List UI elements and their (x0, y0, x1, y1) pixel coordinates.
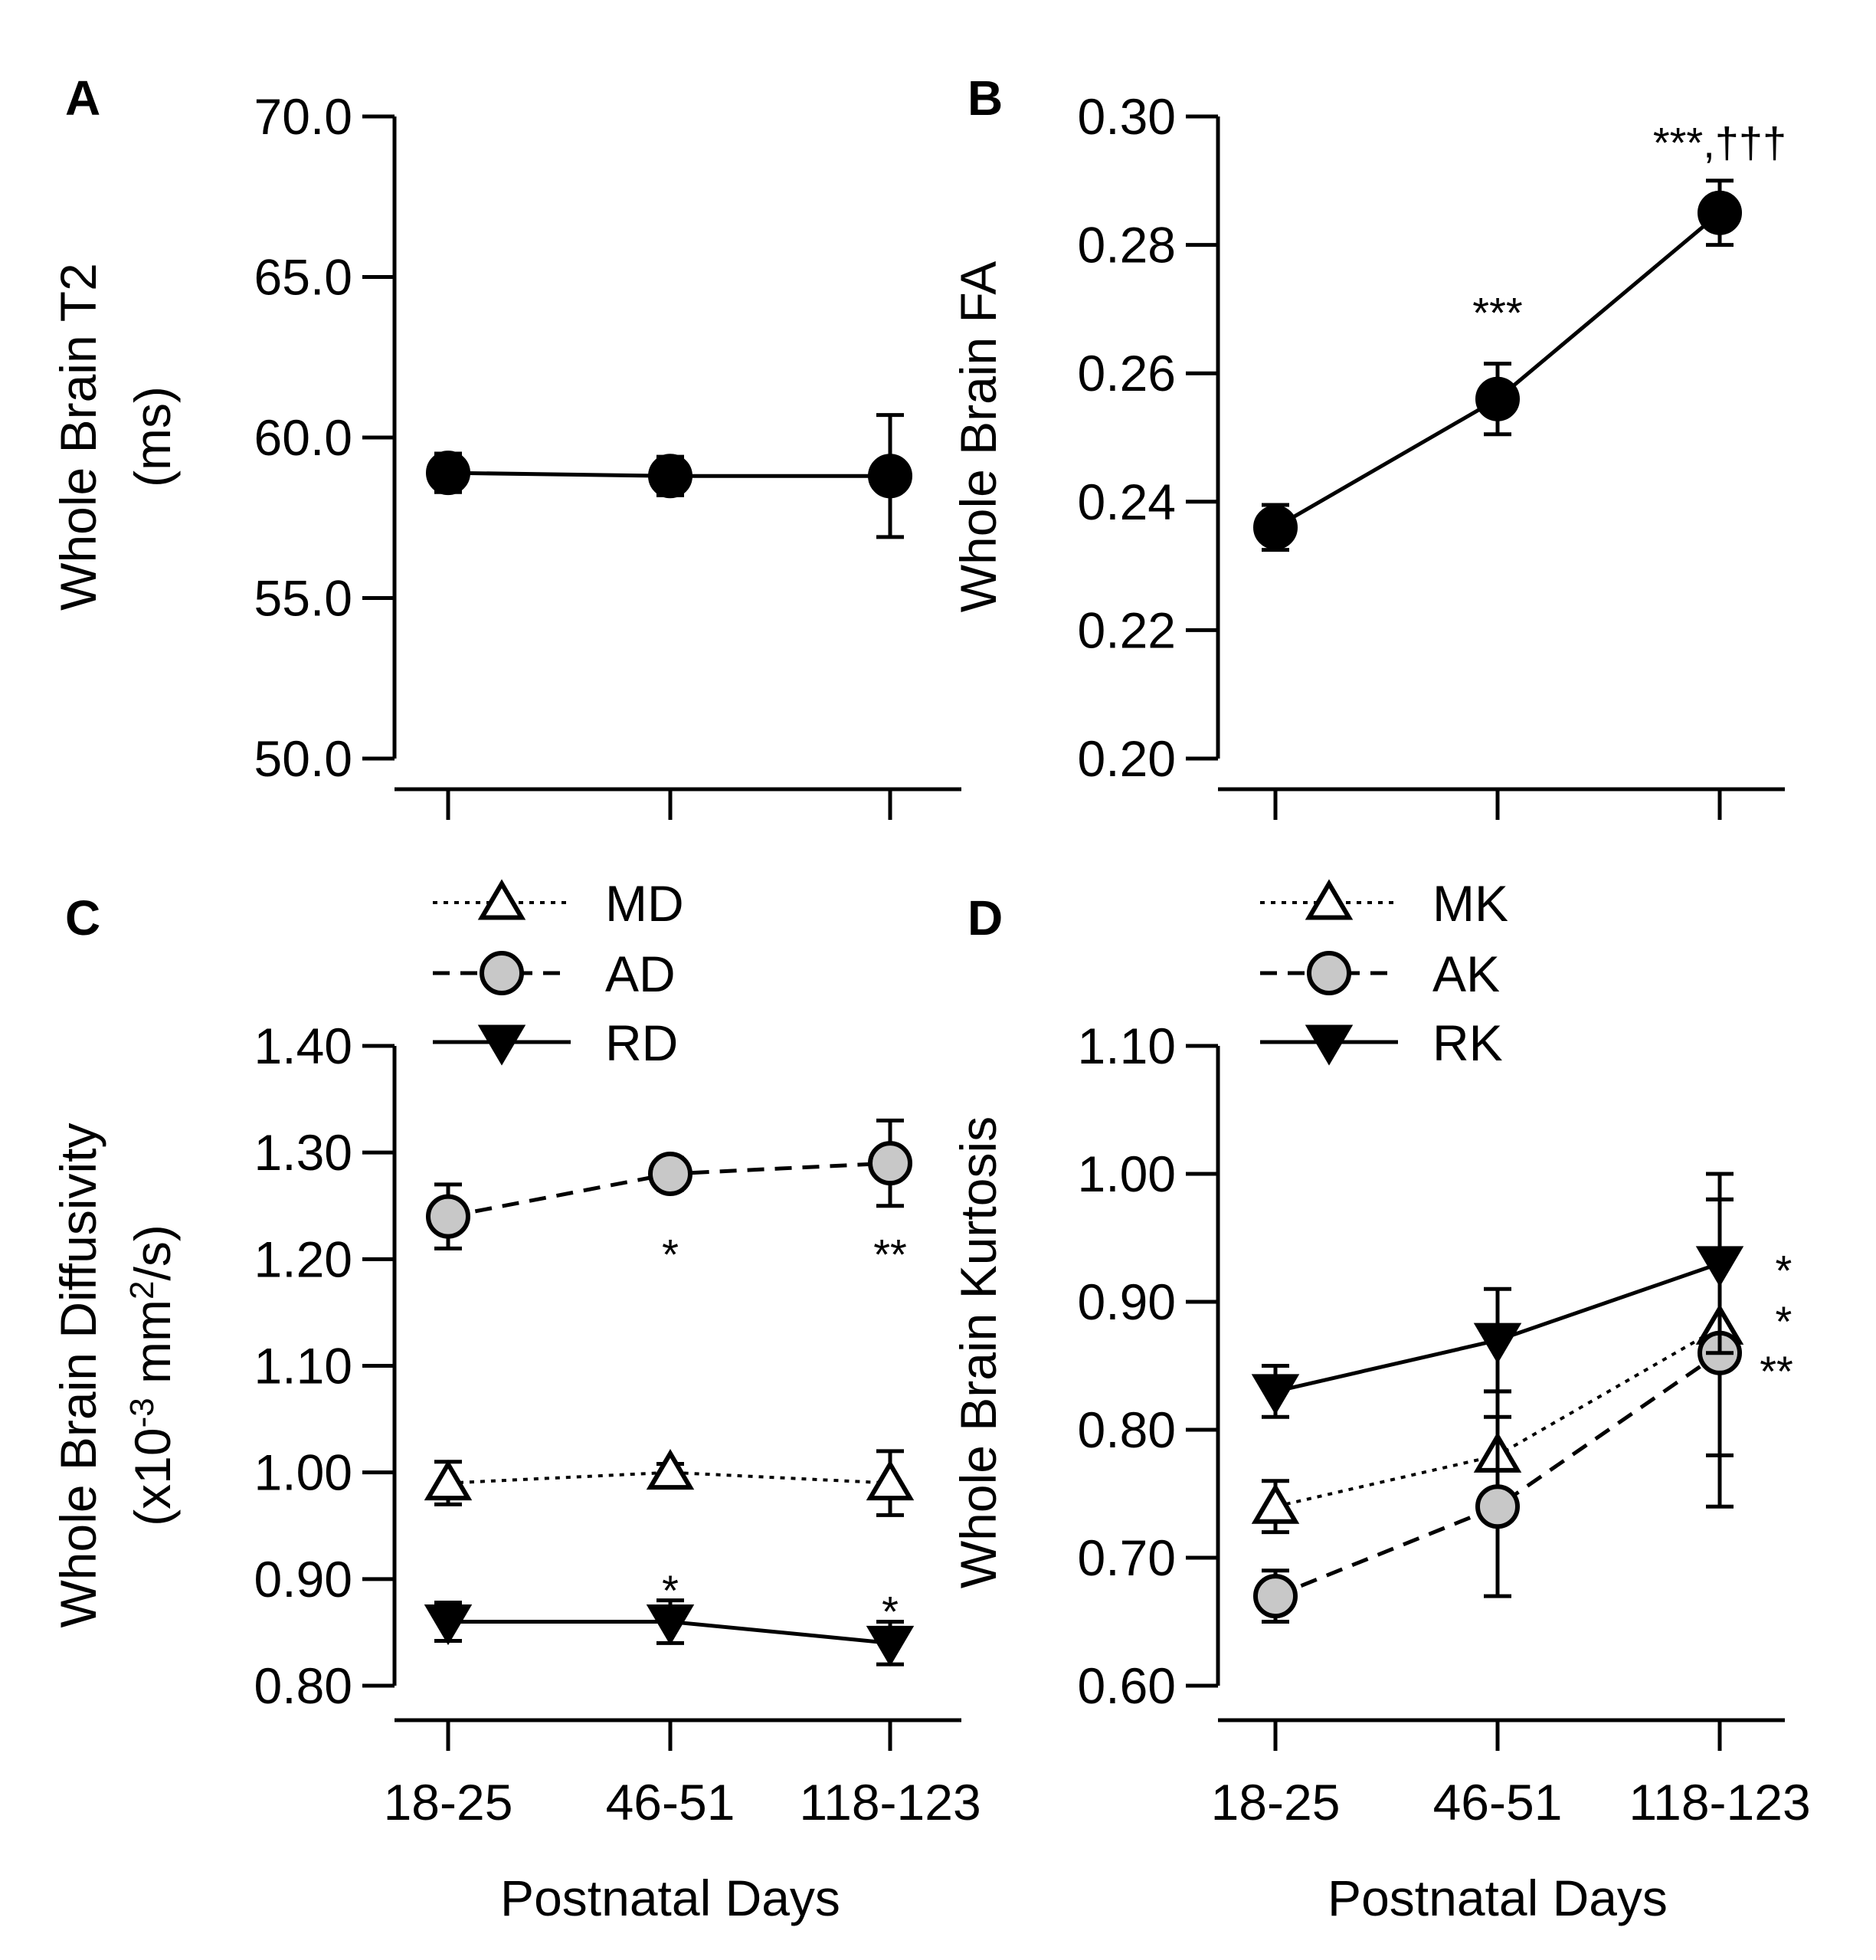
data-point-rk (1473, 1323, 1522, 1364)
legend-marker-rk (1305, 1024, 1354, 1066)
y-tick-label: 50.0 (254, 730, 352, 787)
y-tick-label: 0.22 (1078, 601, 1176, 658)
y-tick-label: 0.80 (1078, 1401, 1176, 1458)
data-point-rk (1251, 1374, 1300, 1415)
data-point-ak (1253, 1574, 1298, 1619)
significance-annotation: *** (1472, 289, 1522, 337)
legend-marker-md (477, 879, 526, 920)
data-point-fa (1253, 505, 1298, 550)
data-point-fa (1698, 190, 1742, 235)
y-axis-title-b: Whole Brain FA (950, 261, 1007, 613)
x-axis-title-d: Postnatal Days (1328, 1870, 1668, 1926)
y-tick-label: 1.10 (1078, 1018, 1176, 1074)
y-axis-title-a: Whole Brain T2 (ms) (50, 263, 181, 611)
significance-annotation: ** (873, 1230, 907, 1278)
x-tick-label: 18-25 (1211, 1774, 1341, 1831)
x-tick-label: 118-123 (1629, 1774, 1810, 1831)
y-tick-label: 60.0 (254, 409, 352, 466)
y-axis-title-d: Whole Brain Kurtosis (950, 1116, 1007, 1588)
panel-c: C Whole Brain Diffusivity (x10-3 mm2/s) … (50, 875, 981, 1926)
legend-marker-rd (477, 1024, 526, 1066)
x-tick-label: 118-123 (799, 1774, 981, 1831)
legend-label-md: MD (605, 875, 684, 932)
data-point-ad (868, 1141, 912, 1186)
y-axis-title-c-line1: Whole Brain Diffusivity (50, 1123, 106, 1627)
y-tick-label: 0.20 (1078, 730, 1176, 787)
legend: MD AD RD (433, 875, 684, 1071)
significance-annotation: * (1776, 1297, 1793, 1345)
panel-label-c: C (65, 890, 100, 946)
data-point-mk (1251, 1483, 1300, 1524)
panel-a: A Whole Brain T2 (ms) 50.0 55.0 60.0 65.0 70… (50, 70, 961, 820)
y-tick-label: 0.90 (254, 1551, 352, 1608)
data-point-rd (424, 1604, 473, 1646)
y-tick-label: 1.00 (1078, 1146, 1176, 1202)
x-tick-label: 46-51 (1433, 1774, 1563, 1831)
data-point-md (866, 1459, 915, 1501)
significance-annotation: ***,††† (1653, 119, 1786, 167)
data-point-md (424, 1459, 473, 1501)
data-point-t2 (648, 454, 692, 499)
y-tick-label: 0.24 (1078, 474, 1176, 530)
y-tick-label: 1.10 (254, 1338, 352, 1395)
significance-annotation: * (882, 1588, 899, 1636)
data-point-ak (1475, 1484, 1520, 1529)
y-tick-label: 1.00 (254, 1444, 352, 1501)
y-tick-label: 1.20 (254, 1231, 352, 1287)
y-axis-title-a-line2: (ms) (124, 386, 181, 487)
legend-marker-ad (480, 951, 524, 995)
panel-b: B Whole Brain FA 0.20 0.22 0.24 0.26 0.28 0.3… (950, 70, 1786, 820)
data-point-rd (866, 1625, 915, 1667)
legend-label-ad: AD (605, 946, 676, 1002)
x-axis-title-c: Postnatal Days (500, 1870, 840, 1926)
data-point-t2 (426, 451, 470, 496)
data-point-ad (648, 1152, 692, 1196)
y-tick-label: 70.0 (254, 88, 352, 145)
y-tick-label: 55.0 (254, 570, 352, 627)
legend: MK AK RK (1260, 875, 1508, 1071)
y-tick-label: 0.90 (1078, 1273, 1176, 1330)
data-point-md (646, 1449, 695, 1490)
legend-marker-ak (1307, 951, 1351, 995)
significance-annotation: * (662, 1230, 679, 1278)
x-tick-label: 46-51 (606, 1774, 735, 1831)
significance-annotation: * (662, 1566, 679, 1614)
x-tick-label: 18-25 (384, 1774, 513, 1831)
legend-label-ak: AK (1432, 946, 1500, 1002)
data-point-rd (646, 1604, 695, 1646)
panel-d: D Whole Brain Kurtosis Postnatal Days 0.… (950, 875, 1811, 1926)
y-tick-label: 0.26 (1078, 345, 1176, 402)
panel-label-b: B (967, 70, 1003, 126)
y-axis-title-c-line2: (x10-3 mm2/s) (123, 1224, 181, 1526)
legend-label-rd: RD (605, 1014, 678, 1071)
y-tick-label: 0.30 (1078, 88, 1176, 145)
significance-annotation: ** (1760, 1347, 1793, 1395)
y-tick-label: 1.40 (254, 1018, 352, 1074)
panel-label-d: D (967, 890, 1003, 946)
data-point-t2 (868, 454, 912, 499)
data-point-fa (1475, 376, 1520, 421)
y-tick-label: 65.0 (254, 249, 352, 306)
significance-annotation: * (1776, 1246, 1793, 1294)
y-axis-title-a-line1: Whole Brain T2 (50, 263, 106, 611)
legend-marker-mk (1305, 879, 1354, 920)
data-point-rk (1695, 1246, 1744, 1287)
legend-label-rk: RK (1432, 1014, 1503, 1071)
panel-label-a: A (65, 70, 100, 126)
y-tick-label: 0.70 (1078, 1529, 1176, 1586)
y-tick-label: 0.28 (1078, 217, 1176, 274)
y-tick-label: 0.60 (1078, 1657, 1176, 1714)
y-tick-label: 0.80 (254, 1657, 352, 1714)
series-line-md (447, 1470, 891, 1485)
data-point-ad (426, 1194, 470, 1239)
y-tick-label: 1.30 (254, 1124, 352, 1181)
legend-label-mk: MK (1432, 875, 1508, 932)
series-line-ak (1275, 1351, 1721, 1598)
